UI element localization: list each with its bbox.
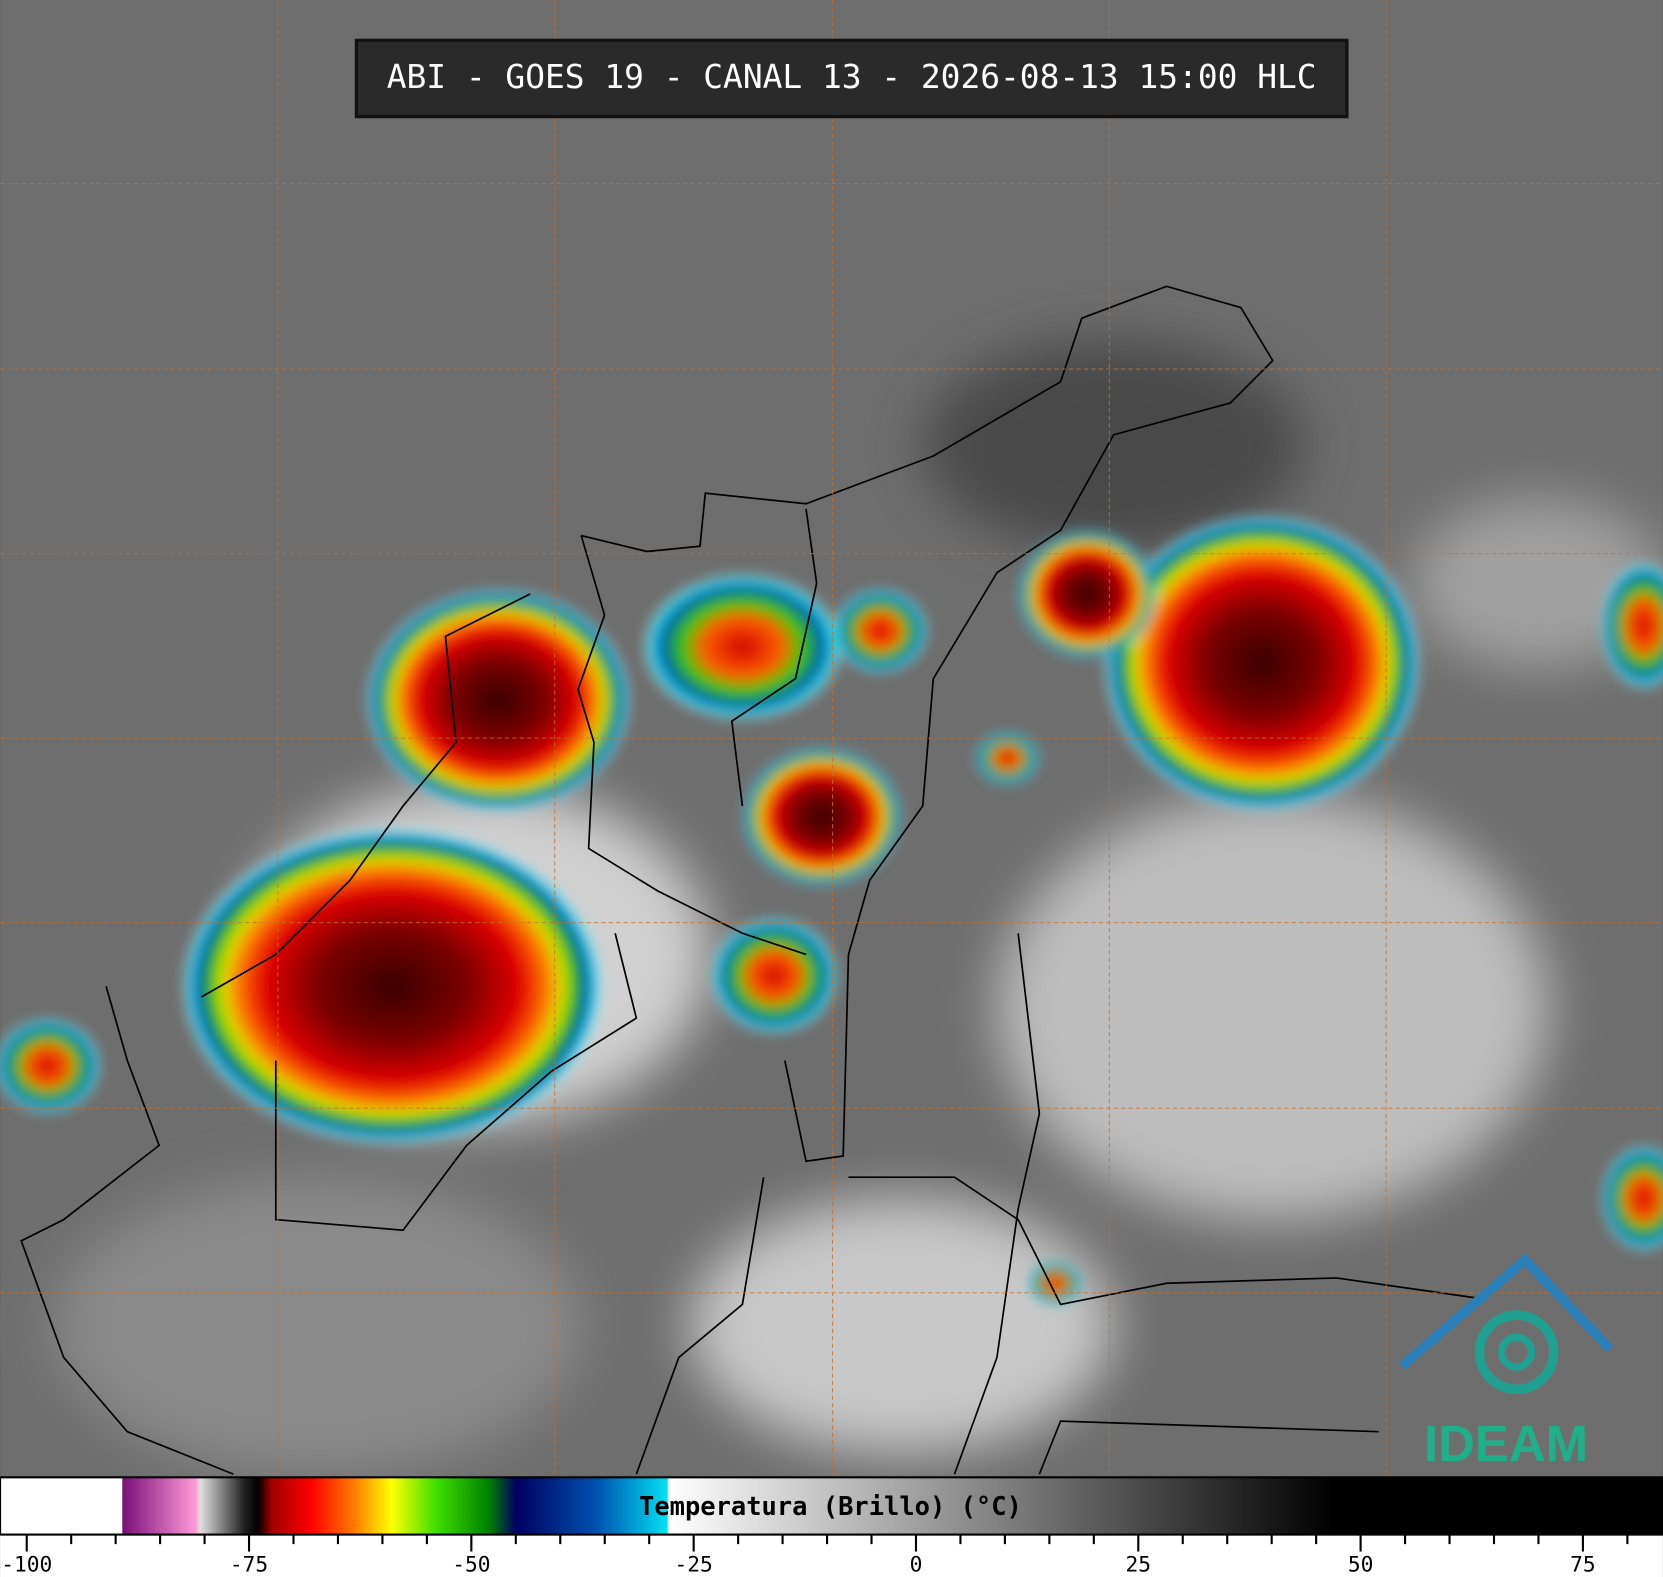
logo: IDEAM <box>1398 1253 1614 1472</box>
tick-label: -25 <box>675 1552 713 1577</box>
title: ABI - GOES 19 - CANAL 13 - 2026-08-13 15… <box>387 57 1317 96</box>
tick-label: 50 <box>1348 1552 1374 1577</box>
tick-label: 25 <box>1126 1552 1152 1577</box>
tick-label: -50 <box>452 1552 490 1577</box>
logo-text: IDEAM <box>1424 1415 1588 1472</box>
tick-label: 75 <box>1570 1552 1596 1577</box>
colorbar-label: Temperatura (Brillo) (°C) <box>639 1492 1022 1522</box>
graticule <box>0 0 1663 1478</box>
tick-label: 0 <box>910 1552 923 1577</box>
storm-cells <box>0 514 1663 1305</box>
tick-label: -75 <box>230 1552 268 1577</box>
colorbar-ticks: -100 -75 -50 -25 0 25 50 75 <box>1 1534 1629 1577</box>
tick-label: -100 <box>1 1552 52 1577</box>
title-box: ABI - GOES 19 - CANAL 13 - 2026-08-13 15… <box>354 38 1349 119</box>
coastlines <box>20 285 1485 1475</box>
